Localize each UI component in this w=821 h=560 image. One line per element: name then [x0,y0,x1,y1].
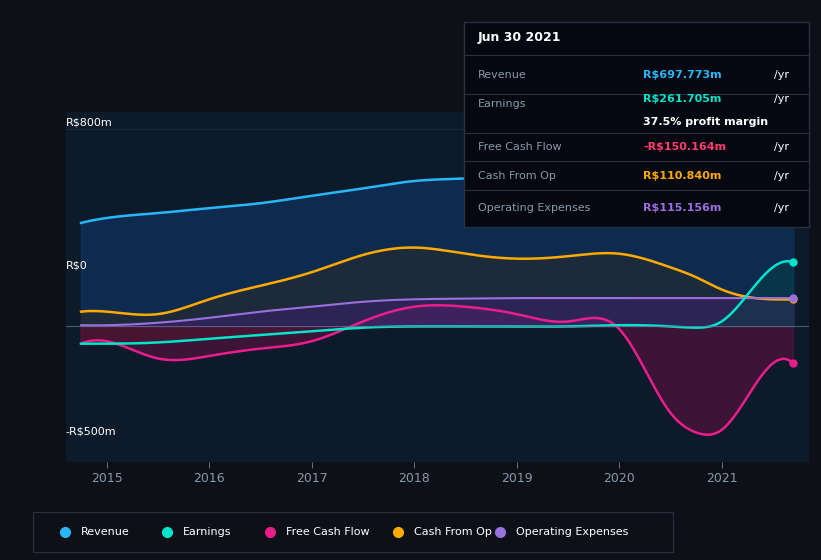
Text: /yr: /yr [774,94,789,104]
Text: Free Cash Flow: Free Cash Flow [286,527,369,537]
Text: R$697.773m: R$697.773m [643,69,722,80]
Text: Free Cash Flow: Free Cash Flow [478,142,562,152]
Text: Revenue: Revenue [478,69,526,80]
Text: R$115.156m: R$115.156m [643,203,722,213]
Text: /yr: /yr [774,171,789,181]
Text: Earnings: Earnings [183,527,232,537]
Text: Jun 30 2021: Jun 30 2021 [478,31,562,44]
Text: Operating Expenses: Operating Expenses [516,527,629,537]
Text: Operating Expenses: Operating Expenses [478,203,590,213]
Text: /yr: /yr [774,203,789,213]
Text: Cash From Op: Cash From Op [414,527,492,537]
Text: R$800m: R$800m [66,118,112,128]
Text: Earnings: Earnings [478,99,526,109]
Text: Revenue: Revenue [80,527,130,537]
Text: R$261.705m: R$261.705m [643,94,722,104]
Text: 37.5% profit margin: 37.5% profit margin [643,116,768,127]
Text: Cash From Op: Cash From Op [478,171,556,181]
Text: R$0: R$0 [66,261,87,271]
Text: -R$150.164m: -R$150.164m [643,142,727,152]
Text: /yr: /yr [774,69,789,80]
Text: R$110.840m: R$110.840m [643,171,722,181]
Text: /yr: /yr [774,142,789,152]
Text: -R$500m: -R$500m [66,427,117,437]
